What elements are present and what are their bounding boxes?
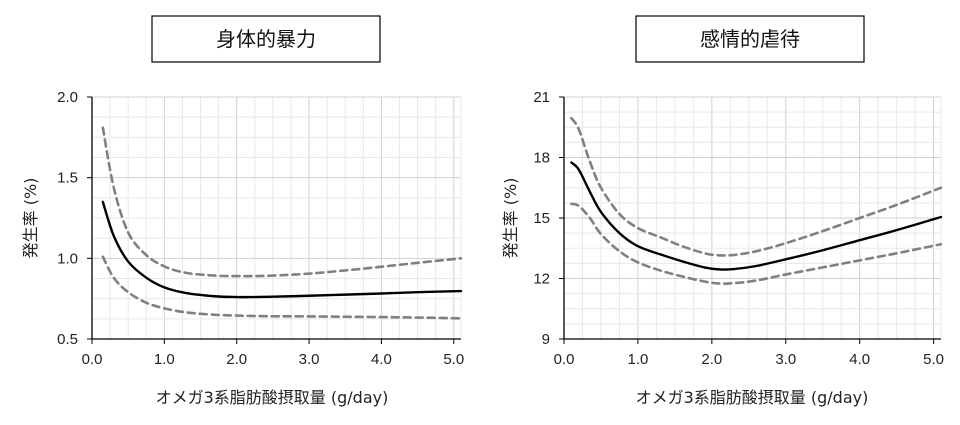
y-axis-label: 発生率 (%) [21,178,40,259]
x-tick-label: 3.0 [299,351,320,368]
upper-ci-line [570,116,943,257]
y-tick-label: 1.0 [57,250,78,267]
x-tick-label: 5.0 [923,351,944,368]
x-tick-label: 4.0 [371,351,392,368]
x-axis-label: オメガ3系脂肪酸摂取量 (g/day) [156,388,389,407]
x-tick-label: 0.0 [82,351,103,368]
x-axis-label: オメガ3系脂肪酸摂取量 (g/day) [636,388,869,407]
x-tick-label: 1.0 [627,351,648,368]
chart-title: 感情的虐待 [700,27,800,51]
y-tick-label: 2.0 [57,89,78,106]
title-box [151,15,381,63]
grid [564,96,942,339]
upper-ci-line [101,126,463,278]
x-tick-label: 2.0 [701,351,722,368]
chart-title: 身体的暴力 [216,27,316,51]
x-tick-label: 2.0 [226,351,247,368]
y-tick-label: 12 [533,271,550,288]
x-tick-label: 0.0 [554,351,575,368]
chart-panel-physical-violence: 身体的暴力 発生率 (%) オメガ3系脂肪酸摂取量 (g/day) 0.0 1.0… [21,15,464,407]
y-tick-label: 9 [542,331,550,348]
y-tick-label: 1.5 [57,170,78,187]
x-tick-label: 1.0 [154,351,175,368]
x-tick-label: 5.0 [443,351,464,368]
x-tick-label: 4.0 [849,351,870,368]
estimate-line [101,200,463,299]
lower-ci-line [101,255,463,320]
y-tick-label: 0.5 [57,331,78,348]
chart-panel-emotional-abuse: 感情的虐待 発生率 (%) オメガ3系脂肪酸摂取量 (g/day) 0.0 1.0… [501,15,944,407]
estimate-line [570,161,943,271]
y-tick-label: 15 [533,210,550,227]
grid [92,96,462,339]
lower-ci-line [570,202,943,285]
title-box [635,15,865,63]
x-tick-label: 3.0 [775,351,796,368]
y-tick-label: 18 [533,150,550,167]
y-tick-label: 21 [533,89,550,106]
y-axis-label: 発生率 (%) [501,178,520,259]
